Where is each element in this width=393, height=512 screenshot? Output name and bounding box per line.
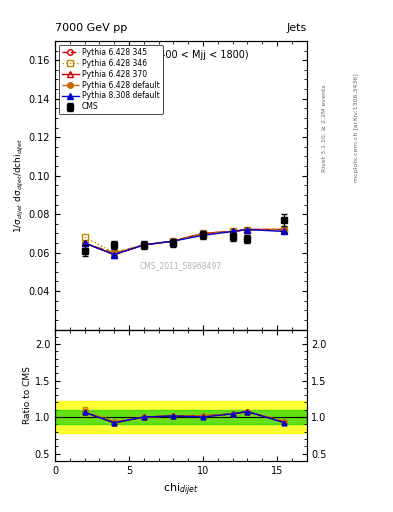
Line: Pythia 6.428 default: Pythia 6.428 default — [82, 227, 287, 255]
Pythia 8.308 default — [141, 242, 146, 248]
Pythia 6.428 370 — [200, 230, 205, 237]
Pythia 6.428 346 — [230, 228, 235, 234]
Pythia 6.428 345 — [112, 251, 117, 258]
Pythia 6.428 346 — [112, 249, 117, 255]
Pythia 8.308 default — [230, 228, 235, 234]
Legend: Pythia 6.428 345, Pythia 6.428 346, Pythia 6.428 370, Pythia 6.428 default, Pyth: Pythia 6.428 345, Pythia 6.428 346, Pyth… — [59, 45, 163, 115]
Pythia 6.428 345 — [141, 242, 146, 248]
Pythia 6.428 345 — [200, 230, 205, 237]
Pythia 6.428 370 — [230, 228, 235, 234]
Pythia 6.428 default — [245, 226, 250, 232]
Pythia 6.428 346 — [141, 242, 146, 248]
Pythia 6.428 default — [200, 230, 205, 237]
Pythia 6.428 default — [171, 238, 176, 244]
Pythia 6.428 346 — [82, 234, 87, 240]
Pythia 8.308 default — [112, 251, 117, 258]
Pythia 6.428 default — [282, 226, 287, 232]
Pythia 8.308 default — [245, 226, 250, 232]
Y-axis label: Ratio to CMS: Ratio to CMS — [23, 366, 32, 424]
Pythia 6.428 370 — [245, 226, 250, 232]
Pythia 6.428 370 — [112, 251, 117, 258]
Pythia 8.308 default — [171, 238, 176, 244]
Line: Pythia 6.428 370: Pythia 6.428 370 — [82, 227, 287, 258]
Pythia 6.428 346 — [171, 238, 176, 244]
Pythia 6.428 345 — [282, 226, 287, 232]
Pythia 6.428 370 — [282, 226, 287, 232]
Pythia 6.428 345 — [230, 228, 235, 234]
Text: χ (jets) (1400 < Mjj < 1800): χ (jets) (1400 < Mjj < 1800) — [112, 50, 249, 59]
Pythia 6.428 default — [112, 249, 117, 255]
Pythia 6.428 default — [230, 228, 235, 234]
Text: Jets: Jets — [286, 23, 307, 33]
Pythia 8.308 default — [82, 240, 87, 246]
Line: Pythia 6.428 346: Pythia 6.428 346 — [82, 227, 287, 255]
Pythia 8.308 default — [282, 228, 287, 234]
Pythia 6.428 345 — [245, 226, 250, 232]
Pythia 6.428 346 — [200, 230, 205, 237]
Pythia 6.428 370 — [171, 238, 176, 244]
Text: Rivet 3.1.10, ≥ 2.2M events: Rivet 3.1.10, ≥ 2.2M events — [322, 84, 327, 172]
Pythia 6.428 345 — [82, 240, 87, 246]
Pythia 6.428 default — [82, 240, 87, 246]
Pythia 6.428 346 — [282, 226, 287, 232]
Line: Pythia 8.308 default: Pythia 8.308 default — [82, 227, 287, 258]
Pythia 8.308 default — [200, 232, 205, 239]
Text: CMS_2011_S8968497: CMS_2011_S8968497 — [140, 262, 222, 271]
Pythia 6.428 345 — [171, 238, 176, 244]
Y-axis label: 1/σ$_{dijet}$ dσ$_{dijet}$/dchi$_{dijet}$: 1/σ$_{dijet}$ dσ$_{dijet}$/dchi$_{dijet}… — [13, 138, 26, 233]
X-axis label: chi$_{dijet}$: chi$_{dijet}$ — [163, 481, 198, 498]
Pythia 6.428 default — [141, 242, 146, 248]
Pythia 6.428 346 — [245, 226, 250, 232]
Pythia 6.428 370 — [82, 240, 87, 246]
Text: 7000 GeV pp: 7000 GeV pp — [55, 23, 127, 33]
Text: mcplots.cern.ch [arXiv:1306.3436]: mcplots.cern.ch [arXiv:1306.3436] — [354, 74, 359, 182]
Pythia 6.428 370 — [141, 242, 146, 248]
Line: Pythia 6.428 345: Pythia 6.428 345 — [82, 227, 287, 258]
